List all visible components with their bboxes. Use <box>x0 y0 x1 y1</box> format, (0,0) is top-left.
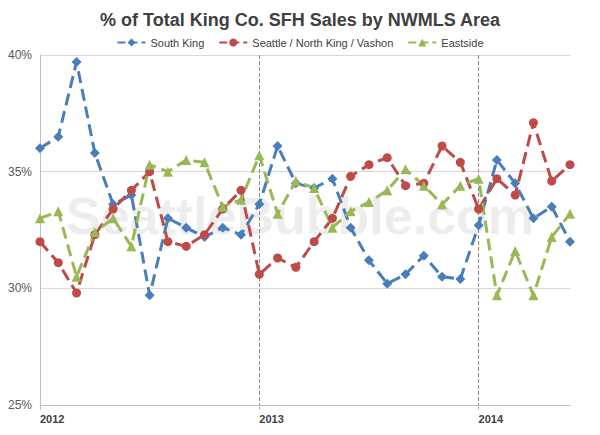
svg-text:25%: 25% <box>8 398 32 412</box>
svg-text:40%: 40% <box>8 48 32 62</box>
svg-text:2014: 2014 <box>479 413 504 425</box>
svg-text:SeattleBubble.com: SeattleBubble.com <box>66 187 534 245</box>
svg-text:2012: 2012 <box>40 413 64 425</box>
svg-text:30%: 30% <box>8 281 32 295</box>
svg-text:2013: 2013 <box>259 413 283 425</box>
svg-text:Seattle / North King / Vashon: Seattle / North King / Vashon <box>252 37 393 49</box>
svg-text:South King: South King <box>150 37 204 49</box>
svg-text:Eastside: Eastside <box>441 37 483 49</box>
svg-text:% of Total King Co. SFH Sales: % of Total King Co. SFH Sales by NWMLS A… <box>100 10 501 30</box>
svg-text:35%: 35% <box>8 165 32 179</box>
